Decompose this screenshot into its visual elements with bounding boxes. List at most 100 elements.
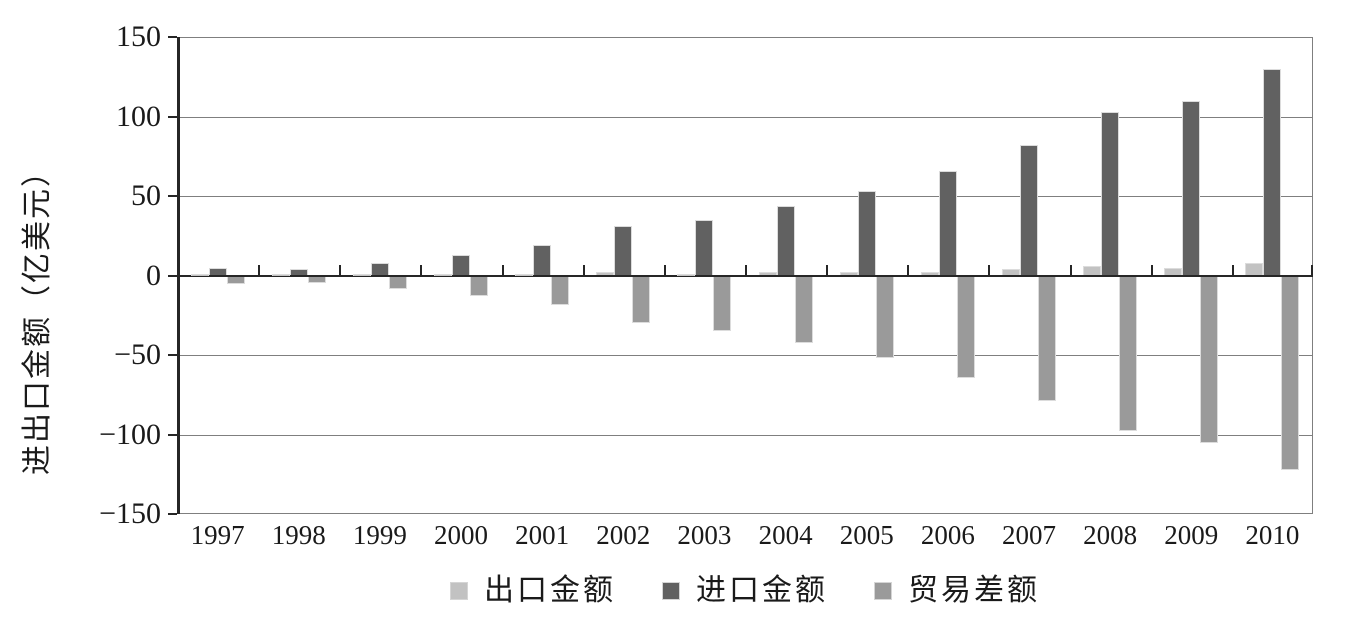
y-tick-label-100: 100 — [116, 99, 161, 133]
x-category-label-2008: 2008 — [1083, 520, 1138, 550]
x-axis-tick — [907, 264, 909, 276]
y-tick-label-50: 50 — [131, 179, 161, 212]
bar-trade-balance-2007 — [1038, 276, 1056, 401]
bar-import-amount-2003 — [695, 219, 714, 276]
x-category-label-2001: 2001 — [515, 520, 570, 550]
x-axis-tick — [664, 264, 666, 276]
y-tick-label-150: 150 — [116, 20, 161, 53]
y-axis-tick — [168, 195, 177, 197]
x-axis-tick — [988, 264, 990, 276]
legend-swatch-trade-balance — [874, 582, 892, 600]
x-axis-tick — [583, 264, 585, 276]
bar-export-amount-1997 — [190, 273, 209, 276]
bar-trade-balance-1998 — [307, 276, 326, 283]
x-axis-tick — [1070, 264, 1072, 276]
bar-export-amount-2005 — [839, 272, 858, 276]
plot-area — [168, 36, 1313, 515]
bar-export-amount-2004 — [758, 272, 777, 276]
legend-label-trade-balance: 贸易差额 — [908, 574, 1040, 607]
bar-export-amount-2002 — [596, 272, 615, 276]
bar-export-amount-1999 — [352, 273, 371, 276]
bar-export-amount-1998 — [271, 273, 290, 276]
x-axis-tick — [745, 264, 747, 276]
legend-swatch-import-amount — [662, 582, 680, 600]
x-axis-tick — [502, 264, 504, 276]
y-axis-tick — [168, 354, 177, 356]
bar-import-amount-2004 — [776, 205, 795, 276]
legend-label-import-amount: 进口金额 — [696, 574, 828, 607]
x-axis-tick — [1151, 264, 1153, 276]
x-axis-tick — [339, 264, 341, 276]
bar-trade-balance-2004 — [794, 276, 813, 344]
legend-item-import-amount: 进口金额 — [662, 574, 828, 608]
x-category-label-2000: 2000 — [434, 520, 488, 550]
x-category-label-1999: 1999 — [352, 520, 407, 550]
x-category-label-2002: 2002 — [596, 520, 651, 550]
x-axis-tick — [420, 264, 422, 276]
y-tick-label-0: 0 — [146, 258, 161, 292]
bar-import-amount-2007 — [1020, 145, 1038, 276]
x-axis-tick — [177, 264, 179, 276]
y-axis-tick — [168, 274, 177, 277]
gridline--150 — [177, 513, 1313, 514]
x-axis-tick — [826, 264, 828, 276]
bar-import-amount-1997 — [208, 267, 227, 276]
bar-trade-balance-2003 — [713, 276, 732, 331]
x-category-label-1998: 1998 — [271, 520, 326, 550]
gridline-50 — [177, 196, 1313, 197]
x-category-label-2010: 2010 — [1245, 520, 1300, 550]
x-category-label-2003: 2003 — [677, 520, 732, 550]
gridline-100 — [177, 116, 1313, 118]
y-tick-label-minus-150: −150 — [99, 497, 161, 530]
gridline--50 — [177, 355, 1313, 356]
y-axis-line — [177, 37, 180, 514]
y-axis-tick — [168, 36, 177, 38]
x-axis-tick — [258, 264, 260, 276]
bar-trade-balance-2008 — [1119, 276, 1138, 431]
bar-import-amount-1998 — [289, 269, 308, 276]
x-category-label-2006: 2006 — [920, 520, 975, 550]
x-category-label-2009: 2009 — [1164, 520, 1219, 550]
bar-export-amount-2006 — [920, 272, 939, 276]
bar-export-amount-2001 — [515, 273, 534, 276]
y-axis-tick — [168, 115, 177, 118]
bar-export-amount-2000 — [434, 273, 452, 276]
x-axis-zero-line — [177, 274, 1313, 277]
bar-trade-balance-2005 — [875, 276, 894, 358]
legend-swatch-export-amount — [450, 582, 468, 600]
bar-export-amount-2010 — [1245, 262, 1264, 276]
gridline--100 — [177, 434, 1313, 436]
bar-export-amount-2007 — [1002, 269, 1020, 276]
bar-trade-balance-2002 — [632, 276, 651, 323]
x-category-label-2004: 2004 — [758, 520, 813, 550]
x-category-label-2007: 2007 — [1002, 520, 1056, 550]
bar-import-amount-2010 — [1263, 68, 1282, 276]
legend-item-trade-balance: 贸易差额 — [874, 574, 1040, 608]
bar-export-amount-2009 — [1164, 267, 1183, 276]
bar-trade-balance-2000 — [470, 276, 488, 296]
bar-trade-balance-1997 — [226, 276, 245, 285]
x-axis-tick — [1232, 264, 1234, 276]
legend-item-export-amount: 出口金额 — [450, 574, 616, 608]
x-category-label-1997: 1997 — [190, 520, 245, 550]
bar-import-amount-1999 — [370, 262, 389, 276]
bar-trade-balance-2001 — [551, 276, 570, 306]
bar-trade-balance-1999 — [388, 276, 407, 290]
bar-import-amount-2008 — [1101, 111, 1120, 276]
chart-legend: 出口金额 进口金额 贸易差额 — [177, 570, 1313, 612]
bar-import-amount-2009 — [1182, 100, 1201, 276]
x-category-label-2005: 2005 — [839, 520, 894, 550]
bar-trade-balance-2006 — [956, 276, 975, 379]
bar-import-amount-2001 — [533, 245, 552, 276]
bar-export-amount-2008 — [1083, 265, 1102, 276]
bar-export-amount-2003 — [677, 273, 696, 276]
legend-label-export-amount: 出口金额 — [484, 574, 616, 607]
x-axis-tick — [1311, 264, 1313, 276]
y-axis-tick — [168, 513, 177, 515]
y-tick-label-minus-50: −50 — [114, 338, 161, 371]
bar-import-amount-2000 — [452, 254, 470, 276]
bar-trade-balance-2010 — [1281, 276, 1300, 471]
y-axis-tick — [168, 433, 177, 436]
gridline-150 — [177, 37, 1313, 38]
